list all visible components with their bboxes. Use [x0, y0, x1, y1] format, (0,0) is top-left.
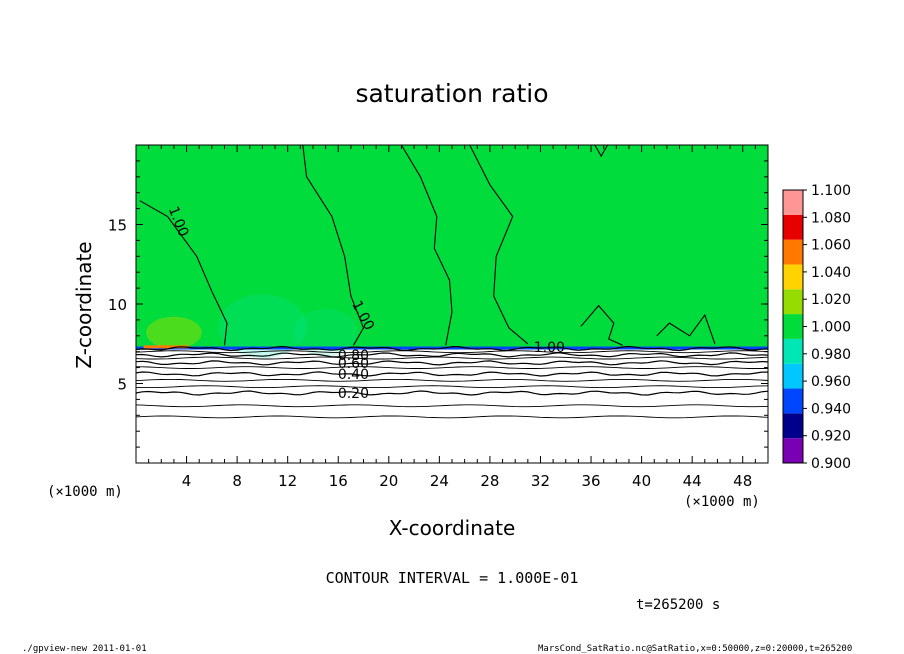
contour-line	[135, 360, 769, 366]
x-tick-label: 20	[379, 472, 398, 490]
contour-line	[135, 352, 769, 358]
x-tick-label: 4	[182, 472, 192, 490]
footer-left: ./gpview-new 2011-01-01	[22, 644, 147, 654]
x-tick-label: 36	[581, 472, 600, 490]
contour-line	[135, 366, 769, 369]
colorbar-swatch	[783, 239, 803, 265]
contour-line	[135, 371, 768, 377]
chart-title: saturation ratio	[355, 79, 548, 108]
cloud-top-band	[136, 346, 768, 350]
x-tick-label: 24	[430, 472, 449, 490]
y-axis-label: Z-coordinate	[72, 241, 96, 368]
colorbar: 0.900 0.920 0.940 0.960 0.980 1.000 1.020 1.040…	[782, 183, 851, 472]
contour-line	[135, 385, 769, 389]
x-tick-label: 48	[733, 472, 752, 490]
field-patch	[218, 294, 307, 359]
colorbar-label: 0.940	[811, 401, 851, 417]
y-tick-label: 10	[108, 296, 127, 314]
colorbar-swatch	[783, 314, 803, 339]
contour-interval-text: CONTOUR INTERVAL = 1.000E-01	[326, 569, 579, 587]
x-units-left: (×1000 m)	[47, 484, 123, 500]
colorbar-label: 0.980	[811, 347, 851, 363]
colorbar-swatch	[783, 413, 803, 439]
x-tick-label: 8	[232, 472, 242, 490]
colorbar-swatch	[783, 438, 803, 463]
contour-line	[594, 144, 608, 158]
contour-label: 0.40	[338, 367, 369, 383]
x-tick-label: 40	[632, 472, 651, 490]
contour-label: 0.60	[338, 356, 369, 372]
colorbar-label: 1.020	[811, 292, 851, 308]
colorbar-label: 0.920	[811, 429, 851, 445]
colorbar-swatch	[783, 289, 803, 315]
colorbar-swatch	[783, 338, 803, 364]
y-tick-label: 5	[117, 376, 127, 394]
colorbar-label: 1.000	[811, 320, 851, 336]
contour-line	[135, 356, 769, 360]
field-patches	[136, 294, 768, 359]
warm-patch	[143, 345, 190, 349]
colorbar-label: 1.100	[811, 183, 851, 199]
contour-line	[135, 350, 769, 354]
y-tick-label: 15	[108, 217, 127, 235]
colorbar-swatch	[783, 190, 803, 215]
contour-line	[580, 304, 623, 346]
contour-line	[302, 144, 365, 346]
time-label: t=265200 s	[636, 597, 720, 613]
contour-line	[135, 390, 769, 396]
colorbar-swatch	[783, 214, 803, 240]
contour-lines	[135, 144, 769, 419]
contour-line	[469, 144, 529, 345]
colorbar-swatch	[783, 388, 803, 414]
contour-line	[400, 144, 453, 346]
colorbar-label: 0.900	[811, 456, 851, 472]
field-patch	[294, 308, 358, 357]
colorbar-swatch	[783, 363, 803, 389]
footer-right: MarsCond_SatRatio.nc@SatRatio,x=0:50000,…	[538, 644, 852, 654]
contour-line	[135, 404, 769, 408]
x-tick-label: 44	[683, 472, 702, 490]
colorbar-label: 0.960	[811, 374, 851, 390]
contour-line	[135, 378, 769, 382]
x-tick-label: 32	[531, 472, 550, 490]
contour-label: 0.80	[338, 348, 369, 364]
colorbar-label: 1.080	[811, 210, 851, 226]
contour-label: 0.20	[338, 386, 369, 402]
x-tick-label: 16	[329, 472, 348, 490]
field-patch	[146, 316, 202, 349]
contour-label: 1.00	[534, 340, 565, 356]
plot-area: 0.200.400.600.801.001.001.00 4 8 12 16 20 24 2…	[108, 144, 769, 490]
contour-line	[135, 345, 769, 352]
contour-line	[135, 415, 769, 419]
x-units-right: (×1000 m)	[684, 494, 760, 510]
contour-line	[139, 200, 228, 346]
x-tick-label: 28	[480, 472, 499, 490]
colorbar-label: 1.040	[811, 265, 851, 281]
x-axis-label: X-coordinate	[389, 516, 516, 540]
contour-line	[656, 313, 716, 344]
colorbar-swatch	[783, 264, 803, 290]
x-tick-label: 12	[278, 472, 297, 490]
colorbar-label: 1.060	[811, 238, 851, 254]
